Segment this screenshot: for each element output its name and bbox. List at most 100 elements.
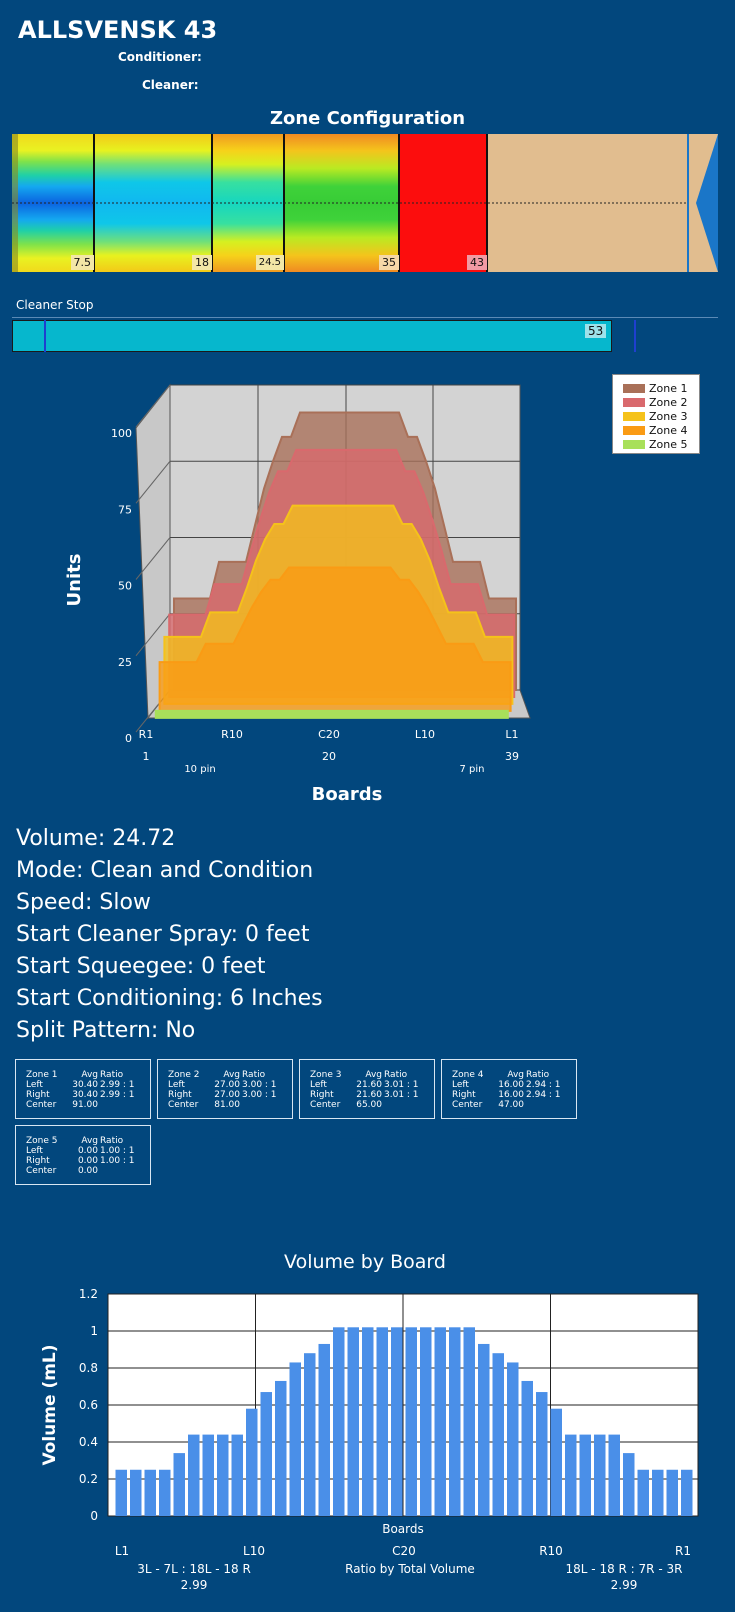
chart3d-side-gridline	[135, 384, 171, 428]
pattern-title: ALLSVENSK 43	[18, 16, 218, 44]
bar	[623, 1453, 635, 1516]
bar-chart-xtick-label: L10	[243, 1544, 265, 1558]
bar	[507, 1362, 519, 1516]
bar	[449, 1327, 461, 1516]
bar	[318, 1343, 330, 1516]
legend-label-zone-2: Zone 2	[649, 395, 688, 409]
zone-stats-left-label: Left	[452, 1080, 469, 1090]
bar	[376, 1327, 388, 1516]
bar	[420, 1327, 432, 1516]
legend-label-zone-5: Zone 5	[649, 437, 688, 451]
zone-stats-right-avg: 21.60	[356, 1090, 382, 1100]
zone-stats-left-ratio: 3.00 : 1	[242, 1080, 277, 1090]
zone-stats-name: Zone 2	[168, 1070, 200, 1080]
zone-configuration-graphic	[12, 134, 718, 272]
zone-stats-box: Zone 2 Avg Ratio Left 27.00 3.00 : 1 Right 27.0…	[157, 1059, 293, 1119]
zone-stats-center-avg: 65.00	[356, 1100, 382, 1110]
bar	[362, 1327, 374, 1516]
bar	[478, 1343, 490, 1516]
left-ratio-value: 2.99	[181, 1578, 208, 1592]
bar-chart-ytick-label: 0.6	[79, 1398, 98, 1412]
zone-stats-left-avg: 27.00	[214, 1080, 240, 1090]
zone-stats-right-avg: 16.00	[498, 1090, 524, 1100]
bar-chart-ytick-label: 0.8	[79, 1361, 98, 1375]
bar-chart-title: Volume by Board	[284, 1251, 446, 1273]
zone-stats-right-avg: 0.00	[77, 1156, 98, 1166]
cleaner-label: Cleaner:	[142, 78, 199, 92]
zone-stats-right-avg: 30.40	[72, 1090, 98, 1100]
chart3d-board-number: 20	[322, 750, 336, 763]
left-ratio-label: 3L - 7L : 18L - 18 R	[137, 1562, 251, 1576]
zone-stats-center-label: Center	[310, 1100, 341, 1110]
chart3d-side-gridline	[135, 613, 171, 657]
zone-stats-name: Zone 3	[310, 1070, 342, 1080]
zone-stats-center-avg: 47.00	[498, 1100, 524, 1110]
bar-chart-ytick-label: 0.2	[79, 1472, 98, 1486]
zone-stats-center-label: Center	[26, 1100, 57, 1110]
chart3d-side-gridline	[135, 537, 171, 580]
bar	[130, 1469, 142, 1516]
info-split-pattern: Split Pattern: No	[16, 1018, 196, 1043]
bar	[188, 1434, 200, 1516]
bar	[492, 1353, 504, 1516]
zone-stats-box: Zone 3 Avg Ratio Left 21.60 3.01 : 1 Right 21.6…	[299, 1059, 435, 1119]
bar-chart-ytick-label: 1.2	[79, 1287, 98, 1301]
zone-marker-5: 43	[467, 255, 487, 270]
bar	[173, 1453, 185, 1516]
bar-chart-xtick-label: R1	[675, 1544, 691, 1558]
zone-stats-right-ratio: 3.00 : 1	[242, 1090, 277, 1100]
bar	[304, 1353, 316, 1516]
legend-item-zone-1: Zone 1	[613, 381, 699, 395]
zone-stats-right-label: Right	[168, 1090, 192, 1100]
legend-label-zone-1: Zone 1	[649, 381, 688, 395]
zone-stats-right-ratio: 2.94 : 1	[526, 1090, 561, 1100]
legend-item-zone-2: Zone 2	[613, 395, 699, 409]
bar-chart-ytick-label: 1	[90, 1324, 98, 1338]
bar	[652, 1469, 664, 1516]
bar	[594, 1434, 606, 1516]
zone-stats-avg-header: Avg	[81, 1136, 98, 1146]
chart3d-board-label: R1	[139, 728, 154, 741]
bar-chart-xlabel: Boards	[382, 1522, 424, 1536]
zone-configuration-title: Zone Configuration	[269, 108, 466, 129]
cleaner-stop-bar: 53	[12, 317, 718, 352]
bar-chart-xtick-label: L1	[115, 1544, 129, 1558]
zone-stats-left-avg: 16.00	[498, 1080, 524, 1090]
zone-marker-4: 35	[379, 255, 399, 270]
info-start-squeegee: Start Squeegee: 0 feet	[16, 954, 266, 979]
chart3d-plot: 0 25 50 75 100 R1 R10 C20 L10 L1 1 20 39 10 pin 7 pin	[111, 383, 531, 775]
bar	[463, 1327, 475, 1516]
zone-stats-avg-header: Avg	[81, 1070, 98, 1080]
zone-configuration-strip: 7.5 18 24.5 35 43	[12, 134, 718, 272]
chart3d-legend: Zone 1 Zone 2 Zone 3 Zone 4 Zone 5	[612, 374, 700, 454]
zone-stats-ratio-header: Ratio	[100, 1070, 124, 1080]
chart3d-zone5-strip	[154, 709, 509, 718]
zone-stats-left-ratio: 2.99 : 1	[100, 1080, 135, 1090]
zone-stats-box: Zone 1 Avg Ratio Left 30.40 2.99 : 1 Right 30.4…	[15, 1059, 151, 1119]
bar	[115, 1469, 127, 1516]
cleaner-stop-end-marker	[634, 320, 636, 352]
chart3d-xlabel: Boards	[312, 784, 383, 805]
chart3d-pin-label: 10 pin	[184, 764, 215, 775]
zone-stats-center-label: Center	[452, 1100, 483, 1110]
bar	[608, 1434, 620, 1516]
zone-stats-avg-header: Avg	[365, 1070, 382, 1080]
legend-swatch-zone-1	[623, 383, 645, 393]
chart3d-board-label: L10	[415, 728, 435, 741]
zone-stats-left-avg: 30.40	[72, 1080, 98, 1090]
cleaner-stop-fill	[12, 320, 612, 352]
zone-stats-left-avg: 0.00	[77, 1146, 98, 1156]
zone-stats-ratio-header: Ratio	[384, 1070, 408, 1080]
zone-stats-avg-header: Avg	[223, 1070, 240, 1080]
zone-stats-ratio-header: Ratio	[526, 1070, 550, 1080]
info-mode: Mode: Clean and Condition	[16, 858, 314, 883]
zone-stats-right-avg: 27.00	[214, 1090, 240, 1100]
zone-stats-left-label: Left	[310, 1080, 327, 1090]
bar	[550, 1408, 562, 1516]
zone-stats-center-avg: 0.00	[77, 1166, 98, 1176]
bar-chart-xtick-label: C20	[392, 1544, 416, 1558]
bar	[347, 1327, 359, 1516]
zone-stats-avg-header: Avg	[507, 1070, 524, 1080]
bar	[579, 1434, 591, 1516]
bar	[637, 1469, 649, 1516]
